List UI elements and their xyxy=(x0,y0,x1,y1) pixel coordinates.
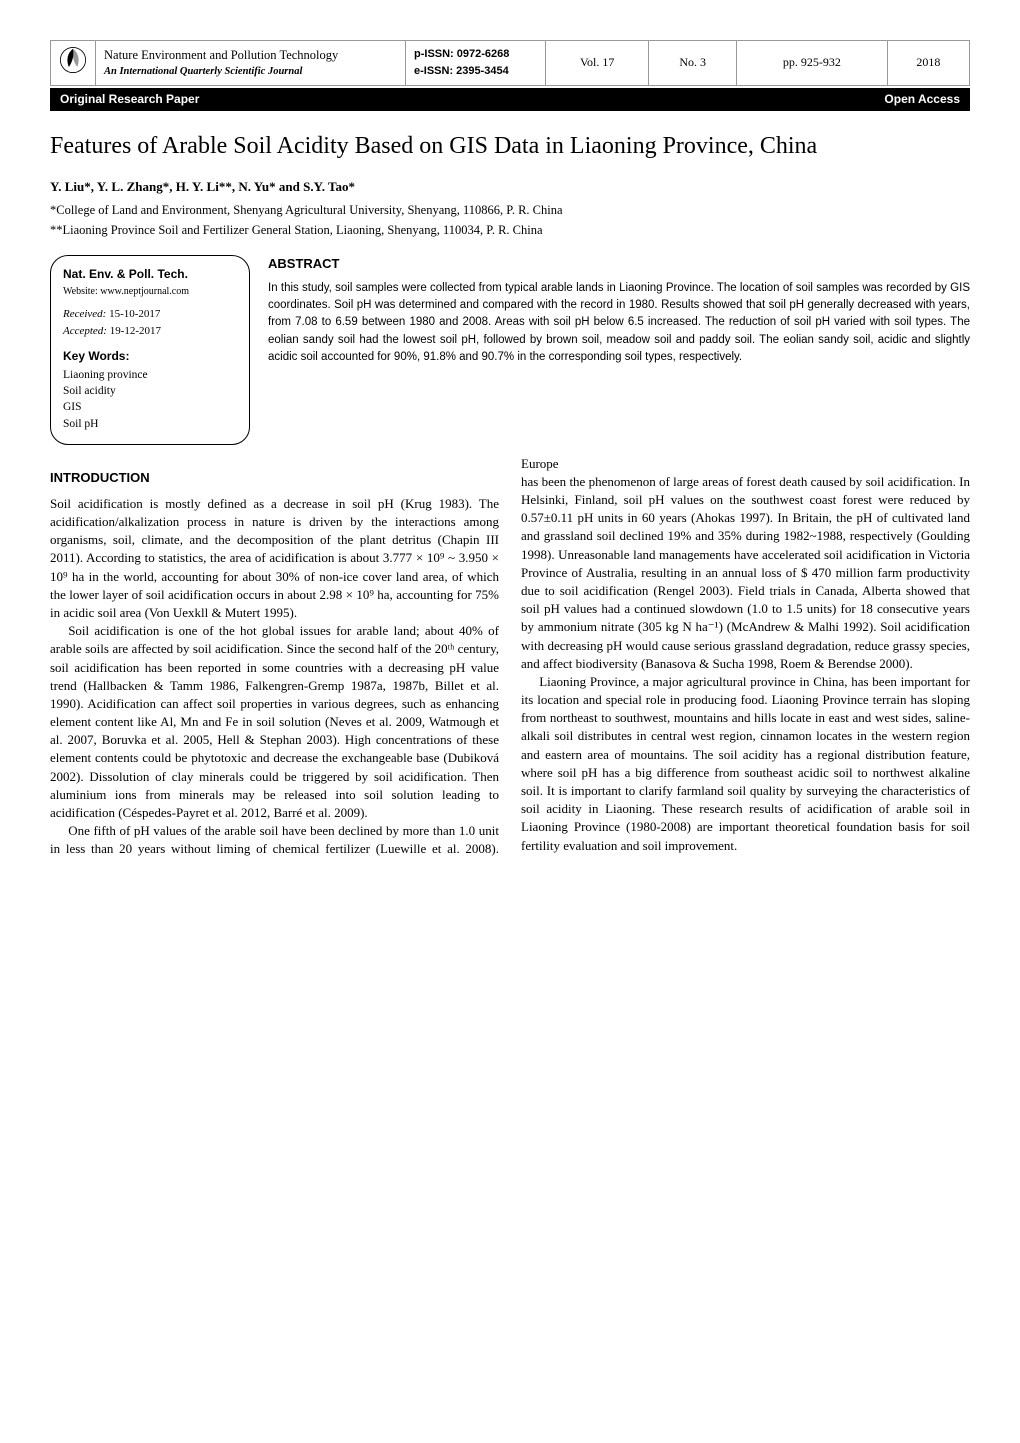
open-access-label: Open Access xyxy=(884,91,960,108)
issue-cell: No. 3 xyxy=(649,41,737,86)
issn-cell: p-ISSN: 0972-6268 e-ISSN: 2395-3454 xyxy=(406,41,546,86)
accepted-label: Accepted: xyxy=(63,325,107,337)
year-cell: 2018 xyxy=(887,41,969,86)
intro-para-5: Liaoning Province, a major agricultural … xyxy=(521,673,970,855)
pages-cell: pp. 925-932 xyxy=(737,41,888,86)
journal-title: Nature Environment and Pollution Technol… xyxy=(104,46,397,64)
keyword-3: GIS xyxy=(63,399,237,415)
received-line: Received: 15-10-2017 xyxy=(63,307,237,323)
intro-para-1: Soil acidification is mostly defined as … xyxy=(50,495,499,622)
received-date: 15-10-2017 xyxy=(109,308,160,320)
info-sidebar: Nat. Env. & Poll. Tech. Website: www.nep… xyxy=(50,255,250,445)
affiliation-1: *College of Land and Environment, Shenya… xyxy=(50,201,970,219)
keywords-head: Key Words: xyxy=(63,348,237,365)
sidebar-website: Website: www.neptjournal.com xyxy=(63,285,237,300)
keyword-4: Soil pH xyxy=(63,416,237,432)
introduction-heading: INTRODUCTION xyxy=(50,469,499,487)
authors-line: Y. Liu*, Y. L. Zhang*, H. Y. Li**, N. Yu… xyxy=(50,178,970,197)
abstract-text: In this study, soil samples were collect… xyxy=(268,280,970,366)
keyword-1: Liaoning province xyxy=(63,367,237,383)
abstract-row: Nat. Env. & Poll. Tech. Website: www.nep… xyxy=(50,255,970,445)
keyword-2: Soil acidity xyxy=(63,383,237,399)
received-label: Received: xyxy=(63,308,106,320)
journal-title-cell: Nature Environment and Pollution Technol… xyxy=(96,41,406,86)
journal-logo-icon xyxy=(59,46,87,74)
abstract-heading: ABSTRACT xyxy=(268,255,970,274)
affiliation-2: **Liaoning Province Soil and Fertilizer … xyxy=(50,221,970,239)
abstract-column: ABSTRACT In this study, soil samples wer… xyxy=(268,255,970,445)
sidebar-journal-abbrev: Nat. Env. & Poll. Tech. xyxy=(63,266,237,283)
accepted-date: 19-12-2017 xyxy=(110,325,161,337)
journal-header-table: Nature Environment and Pollution Technol… xyxy=(50,40,970,86)
header-bar: Original Research Paper Open Access xyxy=(50,88,970,111)
volume-cell: Vol. 17 xyxy=(546,41,649,86)
e-issn: e-ISSN: 2395-3454 xyxy=(414,63,537,80)
p-issn: p-ISSN: 0972-6268 xyxy=(414,46,537,63)
intro-para-4: has been the phenomenon of large areas o… xyxy=(521,473,970,673)
accepted-line: Accepted: 19-12-2017 xyxy=(63,324,237,340)
intro-para-2: Soil acidification is one of the hot glo… xyxy=(50,622,499,822)
logo-cell xyxy=(51,41,96,86)
article-title: Features of Arable Soil Acidity Based on… xyxy=(50,129,970,164)
paper-type-label: Original Research Paper xyxy=(60,91,199,108)
body-columns: INTRODUCTION Soil acidification is mostl… xyxy=(50,455,970,859)
journal-subtitle: An International Quarterly Scientific Jo… xyxy=(104,64,397,79)
